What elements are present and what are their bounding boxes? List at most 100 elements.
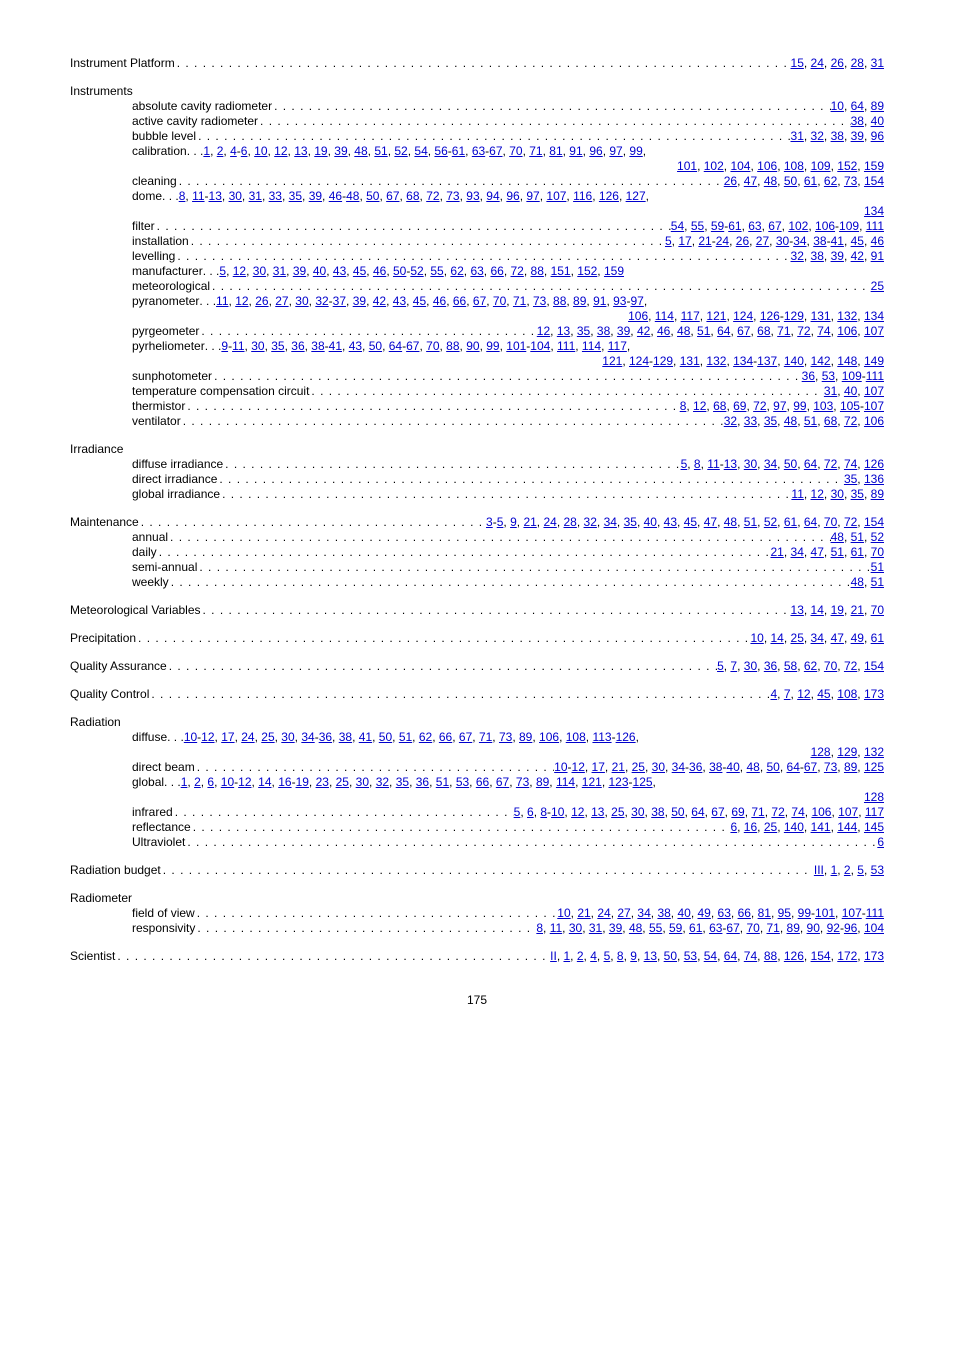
page-link[interactable]: 13 <box>724 457 737 471</box>
page-link[interactable]: 63 <box>472 144 485 158</box>
page-link[interactable]: 48 <box>764 174 777 188</box>
page-link[interactable]: 55 <box>430 264 443 278</box>
page-link[interactable]: 12 <box>233 264 246 278</box>
page-link[interactable]: 136 <box>864 472 884 486</box>
page-link[interactable]: 49 <box>851 631 864 645</box>
page-link[interactable]: 35 <box>764 414 777 428</box>
page-link[interactable]: 59 <box>711 219 724 233</box>
page-link[interactable]: 51 <box>744 515 757 529</box>
page-link[interactable]: 48 <box>724 515 737 529</box>
page-link[interactable]: 131 <box>680 354 700 368</box>
page-link[interactable]: 106 <box>864 414 884 428</box>
page-link[interactable]: 7 <box>730 659 737 673</box>
page-link[interactable]: 6 <box>730 820 737 834</box>
page-link[interactable]: 64 <box>717 324 730 338</box>
page-link[interactable]: 125 <box>633 775 653 789</box>
page-link[interactable]: 72 <box>824 457 837 471</box>
page-link[interactable]: 30 <box>251 339 264 353</box>
page-link[interactable]: 58 <box>784 659 797 673</box>
page-link[interactable]: 30 <box>776 234 789 248</box>
page-link[interactable]: 123 <box>608 775 628 789</box>
page-link[interactable]: 106 <box>815 219 835 233</box>
page-link[interactable]: 90 <box>466 339 479 353</box>
page-link[interactable]: 88 <box>553 294 566 308</box>
page-link[interactable]: 109 <box>842 369 862 383</box>
page-link[interactable]: 40 <box>844 384 857 398</box>
page-link[interactable]: 32 <box>584 515 597 529</box>
page-link[interactable]: 61 <box>689 921 702 935</box>
page-link[interactable]: 13 <box>791 603 804 617</box>
page-link[interactable]: 72 <box>844 659 857 673</box>
page-link[interactable]: 34 <box>672 760 685 774</box>
page-link[interactable]: 16 <box>278 775 291 789</box>
page-link[interactable]: 26 <box>736 234 749 248</box>
page-link[interactable]: 89 <box>536 775 549 789</box>
page-link[interactable]: 36 <box>291 339 304 353</box>
page-link[interactable]: 39 <box>609 921 622 935</box>
page-link[interactable]: 106 <box>757 159 777 173</box>
page-link[interactable]: 5 <box>857 863 864 877</box>
page-link[interactable]: 21 <box>851 603 864 617</box>
page-link[interactable]: 132 <box>837 309 857 323</box>
page-link[interactable]: 64 <box>389 339 402 353</box>
page-link[interactable]: 30 <box>744 457 757 471</box>
page-link[interactable]: 12 <box>235 294 248 308</box>
page-link[interactable]: 8 <box>680 399 687 413</box>
page-link[interactable]: 12 <box>274 144 287 158</box>
page-link[interactable]: 96 <box>844 921 857 935</box>
page-link[interactable]: 2 <box>194 775 201 789</box>
page-link[interactable]: 142 <box>811 354 831 368</box>
page-link[interactable]: 71 <box>513 294 526 308</box>
page-link[interactable]: 21 <box>523 515 536 529</box>
page-link[interactable]: 51 <box>831 545 844 559</box>
page-link[interactable]: 43 <box>393 294 406 308</box>
page-link[interactable]: 34 <box>604 515 617 529</box>
page-link[interactable]: 11 <box>791 487 803 501</box>
page-link[interactable]: 11 <box>192 189 204 203</box>
page-link[interactable]: 99 <box>798 906 811 920</box>
page-link[interactable]: 108 <box>784 159 804 173</box>
page-link[interactable]: 38 <box>831 129 844 143</box>
page-link[interactable]: 72 <box>426 189 439 203</box>
page-link[interactable]: 1 <box>181 775 188 789</box>
page-link[interactable]: 126 <box>599 189 619 203</box>
page-link[interactable]: 52 <box>764 515 777 529</box>
page-link[interactable]: 55 <box>691 219 704 233</box>
page-link[interactable]: 51 <box>871 575 884 589</box>
page-link[interactable]: 51 <box>851 530 864 544</box>
page-link[interactable]: 40 <box>726 760 739 774</box>
page-link[interactable]: 72 <box>511 264 524 278</box>
page-link[interactable]: 24 <box>543 515 556 529</box>
page-link[interactable]: 35 <box>577 324 590 338</box>
page-link[interactable]: 50 <box>671 805 684 819</box>
page-link[interactable]: 128 <box>864 790 884 804</box>
page-link[interactable]: 105 <box>840 399 860 413</box>
page-link[interactable]: 104 <box>864 921 884 935</box>
page-link[interactable]: 66 <box>490 264 503 278</box>
page-link[interactable]: III <box>814 863 824 877</box>
page-link[interactable]: 107 <box>864 324 884 338</box>
page-link[interactable]: 30 <box>281 730 294 744</box>
page-link[interactable]: 49 <box>698 906 711 920</box>
page-link[interactable]: 107 <box>546 189 566 203</box>
page-link[interactable]: 154 <box>811 949 831 963</box>
page-link[interactable]: 46 <box>433 294 446 308</box>
page-link[interactable]: 127 <box>626 189 646 203</box>
page-link[interactable]: 126 <box>616 730 636 744</box>
page-link[interactable]: 43 <box>349 339 362 353</box>
page-link[interactable]: 10 <box>557 906 570 920</box>
page-link[interactable]: 10 <box>551 805 564 819</box>
page-link[interactable]: 8 <box>617 949 624 963</box>
page-link[interactable]: 12 <box>811 487 824 501</box>
page-link[interactable]: 148 <box>837 354 857 368</box>
page-link[interactable]: 54 <box>704 949 717 963</box>
page-link[interactable]: 6 <box>877 835 884 849</box>
page-link[interactable]: 32 <box>724 414 737 428</box>
page-link[interactable]: 111 <box>557 339 575 353</box>
page-link[interactable]: 51 <box>697 324 710 338</box>
page-link[interactable]: 128 <box>811 745 831 759</box>
page-link[interactable]: 50 <box>784 174 797 188</box>
page-link[interactable]: 107 <box>838 805 858 819</box>
page-link[interactable]: 48 <box>746 760 759 774</box>
page-link[interactable]: 31 <box>791 129 804 143</box>
